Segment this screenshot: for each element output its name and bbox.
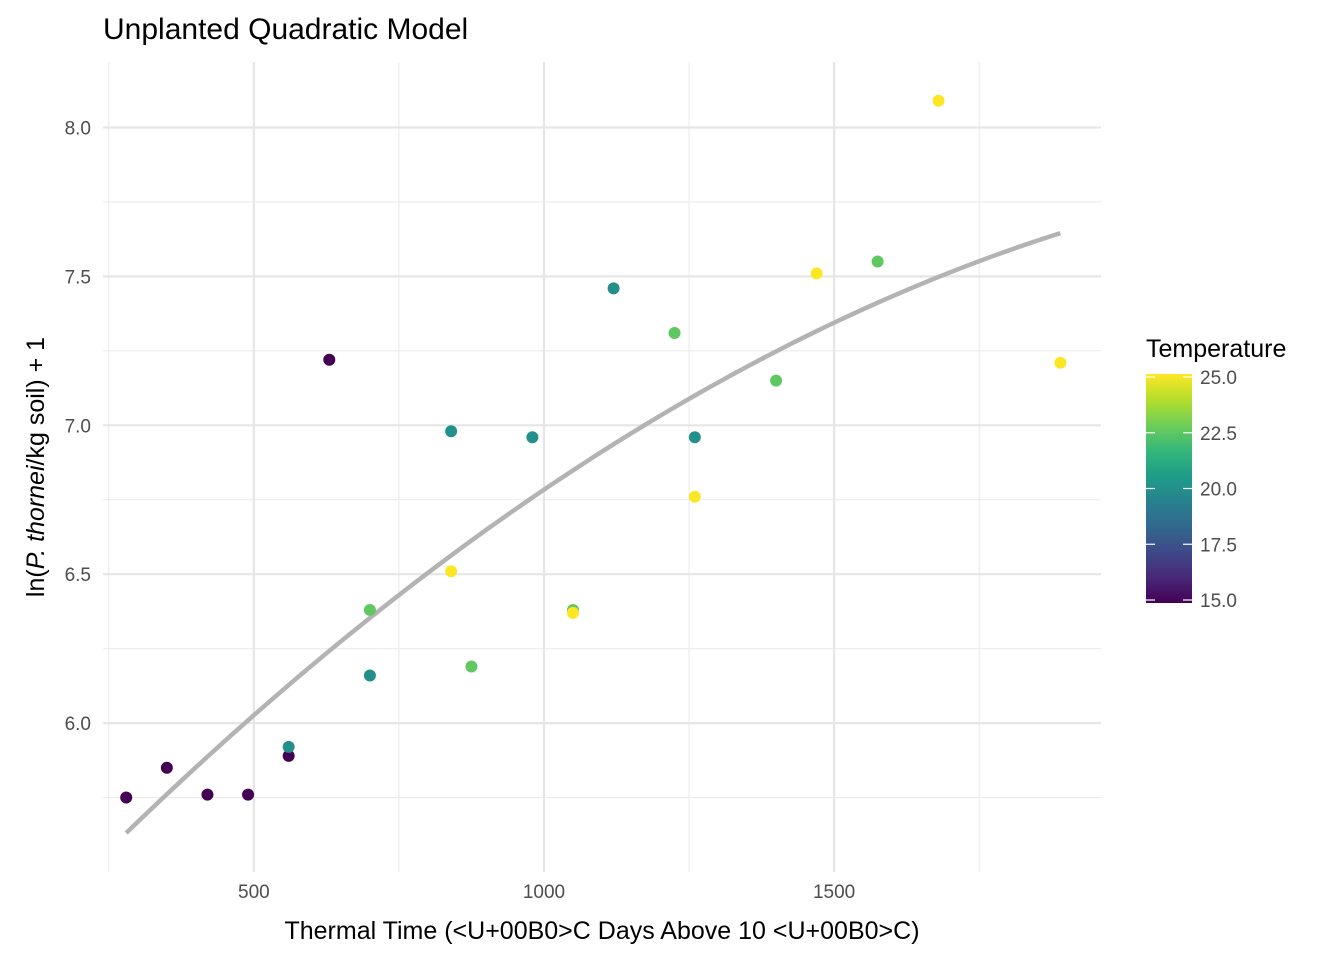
x-tick-labels: 500 1000 1500	[238, 882, 855, 903]
data-point	[465, 660, 478, 673]
data-point	[160, 761, 173, 774]
data-point	[242, 788, 255, 801]
chart-title: Unplanted Quadratic Model	[103, 13, 468, 46]
data-point	[282, 740, 295, 753]
data-point	[871, 255, 884, 268]
y-axis-title: ln(P. thornei/kg soil) + 1	[22, 337, 50, 597]
legend: Temperature 15.0 17.5 20.0 22.5 25.0	[1146, 335, 1286, 612]
y-tick-label: 7.0	[65, 416, 91, 437]
data-point	[607, 282, 620, 295]
x-tick-label: 500	[238, 882, 270, 903]
x-tick-label: 1000	[523, 882, 565, 903]
data-point	[526, 431, 539, 444]
legend-tick-label: 22.5	[1200, 424, 1237, 445]
grid-major	[103, 62, 1101, 872]
data-point	[668, 326, 681, 339]
y-tick-label: 8.0	[65, 119, 91, 140]
grid-minor	[103, 62, 1101, 872]
data-point	[688, 431, 701, 444]
x-tick-label: 1500	[813, 882, 855, 903]
legend-tick-label: 20.0	[1200, 480, 1237, 501]
y-tick-label: 6.5	[65, 565, 91, 586]
data-point	[445, 425, 458, 438]
data-point	[363, 669, 376, 682]
data-point	[688, 490, 701, 503]
data-point	[1054, 356, 1067, 369]
data-point	[932, 94, 945, 107]
y-tick-label: 6.0	[65, 714, 91, 735]
data-point	[770, 374, 783, 387]
x-axis-title: Thermal Time (<U+00B0>C Days Above 10 <U…	[284, 917, 919, 945]
data-point	[810, 267, 823, 280]
legend-title: Temperature	[1146, 335, 1286, 363]
legend-ticks: 15.0 17.5 20.0 22.5 25.0	[1146, 368, 1237, 612]
y-axis-title-prefix: ln(	[22, 569, 50, 597]
y-tick-labels: 6.0 6.5 7.0 7.5 8.0	[65, 119, 91, 736]
points-layer	[120, 94, 1067, 804]
data-point	[120, 791, 133, 804]
data-point	[282, 749, 295, 762]
y-axis-title-suffix: /kg soil) + 1	[22, 337, 50, 466]
y-axis-title-italic: P. thornei	[22, 464, 50, 569]
legend-tick-label: 25.0	[1200, 368, 1237, 389]
data-point	[323, 353, 336, 366]
data-point	[363, 603, 376, 616]
legend-tick-label: 17.5	[1200, 535, 1237, 556]
fit-line	[124, 230, 1062, 835]
data-point	[201, 788, 214, 801]
data-point	[445, 565, 458, 578]
fit-layer	[124, 230, 1062, 835]
y-tick-label: 7.5	[65, 267, 91, 288]
legend-tick-label: 15.0	[1200, 591, 1237, 612]
data-point	[566, 606, 579, 619]
